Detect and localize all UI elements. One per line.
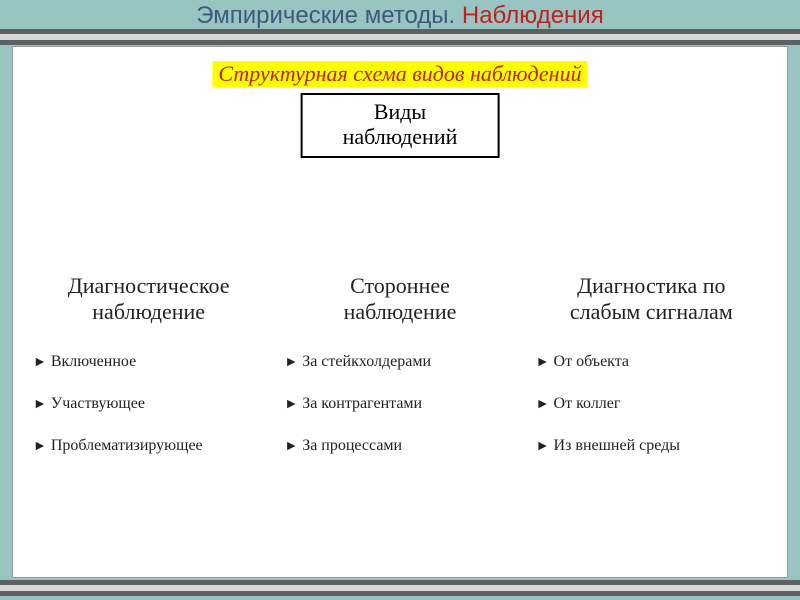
subtitle: Структурная схема видов наблюдений	[212, 61, 587, 87]
list-item-label: За контрагентами	[302, 395, 422, 413]
column-heading-line2: наблюдение	[33, 299, 264, 325]
column: Диагностическоенаблюдение►Включенное►Уча…	[23, 273, 274, 567]
list-item-label: От объекта	[554, 353, 630, 371]
decor-bar-top	[0, 29, 800, 45]
column-heading-line1: Стороннее	[284, 273, 515, 299]
bullet-icon: ►	[33, 437, 47, 457]
list-item-label: Участвующее	[51, 395, 145, 413]
list-item: ►Включенное	[33, 353, 264, 373]
bullet-icon: ►	[284, 437, 298, 457]
slide: Эмпирические методы. Наблюдения Структур…	[0, 0, 800, 600]
bullet-icon: ►	[536, 353, 550, 373]
column-heading-line2: наблюдение	[284, 299, 515, 325]
title-part-a: Эмпирические методы.	[196, 2, 462, 29]
list-item-label: От коллег	[554, 395, 621, 413]
column: Стороннеенаблюдение►За стейкхолдерами►За…	[274, 273, 525, 567]
slide-title: Эмпирические методы. Наблюдения	[0, 2, 800, 30]
list-item: ►Из внешней среды	[536, 437, 767, 457]
column: Диагностика послабым сигналам►От объекта…	[526, 273, 777, 567]
list-item: ►От коллег	[536, 395, 767, 415]
column-items: ►От объекта►От коллег►Из внешней среды	[536, 353, 767, 457]
list-item: ►Участвующее	[33, 395, 264, 415]
column-heading: Диагностическоенаблюдение	[33, 273, 264, 329]
decor-bar-bottom	[0, 580, 800, 596]
list-item: ►За стейкхолдерами	[284, 353, 515, 373]
list-item-label: Проблематизирующее	[51, 437, 203, 455]
root-line2: наблюдений	[343, 124, 458, 149]
list-item: ►За процессами	[284, 437, 515, 457]
columns: Диагностическоенаблюдение►Включенное►Уча…	[23, 273, 777, 567]
column-heading: Диагностика послабым сигналам	[536, 273, 767, 329]
column-heading-line1: Диагностическое	[33, 273, 264, 299]
bullet-icon: ►	[536, 437, 550, 457]
list-item-label: За процессами	[302, 437, 402, 455]
list-item-label: Из внешней среды	[554, 437, 681, 455]
column-heading-line1: Диагностика по	[536, 273, 767, 299]
root-node: Виды наблюдений	[301, 93, 500, 158]
list-item: ►Проблематизирующее	[33, 437, 264, 457]
list-item-label: За стейкхолдерами	[302, 353, 431, 371]
list-item: ►За контрагентами	[284, 395, 515, 415]
bullet-icon: ►	[33, 353, 47, 373]
root-line1: Виды	[343, 99, 458, 124]
bullet-icon: ►	[536, 395, 550, 415]
list-item: ►От объекта	[536, 353, 767, 373]
bullet-icon: ►	[284, 395, 298, 415]
bullet-icon: ►	[284, 353, 298, 373]
content-panel: Структурная схема видов наблюдений Виды …	[12, 46, 788, 578]
bullet-icon: ►	[33, 395, 47, 415]
column-heading-line2: слабым сигналам	[536, 299, 767, 325]
column-heading: Стороннеенаблюдение	[284, 273, 515, 329]
title-part-b: Наблюдения	[462, 2, 604, 29]
column-items: ►Включенное►Участвующее►Проблематизирующ…	[33, 353, 264, 457]
column-items: ►За стейкхолдерами►За контрагентами►За п…	[284, 353, 515, 457]
list-item-label: Включенное	[51, 353, 136, 371]
